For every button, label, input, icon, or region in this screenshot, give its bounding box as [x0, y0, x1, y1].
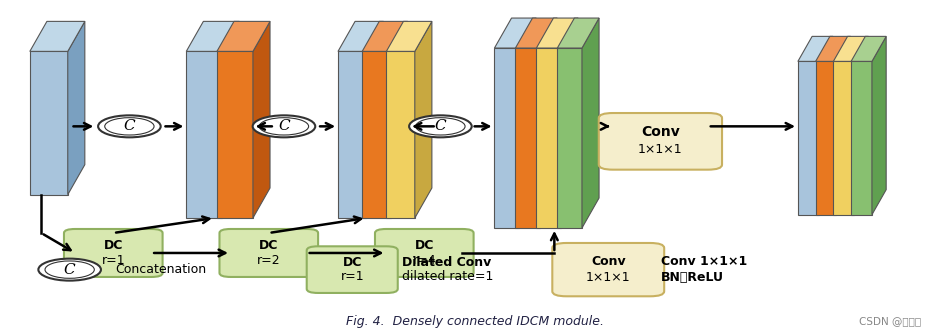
Polygon shape [582, 18, 599, 228]
Circle shape [105, 118, 154, 135]
Polygon shape [540, 18, 557, 228]
Bar [338, 51, 366, 218]
Text: DC: DC [415, 239, 434, 252]
Polygon shape [561, 18, 578, 228]
Circle shape [38, 259, 101, 281]
Polygon shape [833, 36, 868, 61]
FancyBboxPatch shape [64, 229, 163, 277]
Polygon shape [798, 36, 833, 61]
Text: Dilated Conv: Dilated Conv [401, 256, 491, 269]
Text: r=2: r=2 [257, 254, 281, 267]
Text: C: C [278, 119, 290, 133]
Polygon shape [253, 22, 270, 218]
Text: Conv: Conv [591, 255, 626, 268]
Polygon shape [29, 22, 85, 51]
Polygon shape [186, 22, 240, 51]
Circle shape [253, 115, 315, 137]
Polygon shape [366, 22, 383, 218]
Polygon shape [495, 18, 536, 48]
Polygon shape [819, 36, 833, 215]
Polygon shape [854, 36, 868, 215]
Text: Conv 1×1×1: Conv 1×1×1 [661, 255, 747, 268]
Polygon shape [391, 22, 408, 218]
Bar [816, 61, 837, 215]
Text: 1×1×1: 1×1×1 [638, 143, 683, 156]
Polygon shape [68, 22, 85, 195]
Text: dilated rate=1: dilated rate=1 [401, 270, 493, 284]
Text: C: C [435, 119, 446, 133]
Text: DC: DC [259, 239, 279, 252]
Polygon shape [837, 36, 851, 215]
Polygon shape [386, 22, 432, 51]
Bar [536, 48, 561, 228]
Bar [217, 51, 253, 218]
Polygon shape [223, 22, 240, 218]
Polygon shape [519, 18, 536, 228]
Text: CSDN @火柴狗: CSDN @火柴狗 [859, 316, 922, 326]
Bar [557, 48, 582, 228]
Text: Concatenation: Concatenation [115, 263, 206, 276]
Text: C: C [124, 119, 135, 133]
Polygon shape [557, 18, 599, 48]
Polygon shape [872, 36, 886, 215]
Circle shape [416, 118, 465, 135]
Polygon shape [816, 36, 851, 61]
Bar [29, 51, 68, 195]
Bar [495, 48, 519, 228]
Bar [798, 61, 819, 215]
Polygon shape [415, 22, 432, 218]
Text: r=1: r=1 [340, 270, 364, 284]
Text: Conv: Conv [641, 125, 680, 139]
Circle shape [409, 115, 472, 137]
FancyBboxPatch shape [599, 113, 722, 170]
Text: BN、ReLU: BN、ReLU [661, 271, 725, 285]
Polygon shape [338, 22, 383, 51]
Polygon shape [536, 18, 578, 48]
Circle shape [45, 261, 94, 278]
Bar [186, 51, 223, 218]
Text: r=1: r=1 [102, 254, 126, 267]
FancyBboxPatch shape [553, 243, 664, 296]
Bar [386, 51, 415, 218]
FancyBboxPatch shape [220, 229, 318, 277]
Text: DC: DC [104, 239, 123, 252]
FancyBboxPatch shape [375, 229, 474, 277]
Polygon shape [851, 36, 886, 61]
Text: 1×1×1: 1×1×1 [586, 271, 631, 285]
Polygon shape [362, 22, 408, 51]
Bar [515, 48, 540, 228]
Polygon shape [515, 18, 557, 48]
FancyBboxPatch shape [307, 246, 398, 293]
Bar [851, 61, 872, 215]
Bar [362, 51, 391, 218]
Circle shape [260, 118, 309, 135]
Polygon shape [217, 22, 270, 51]
Text: Fig. 4.  Densely connected IDCM module.: Fig. 4. Densely connected IDCM module. [346, 315, 605, 328]
Circle shape [98, 115, 161, 137]
Text: DC: DC [342, 256, 362, 269]
Text: C: C [64, 263, 75, 277]
Bar [833, 61, 854, 215]
Text: r=4: r=4 [413, 254, 437, 267]
